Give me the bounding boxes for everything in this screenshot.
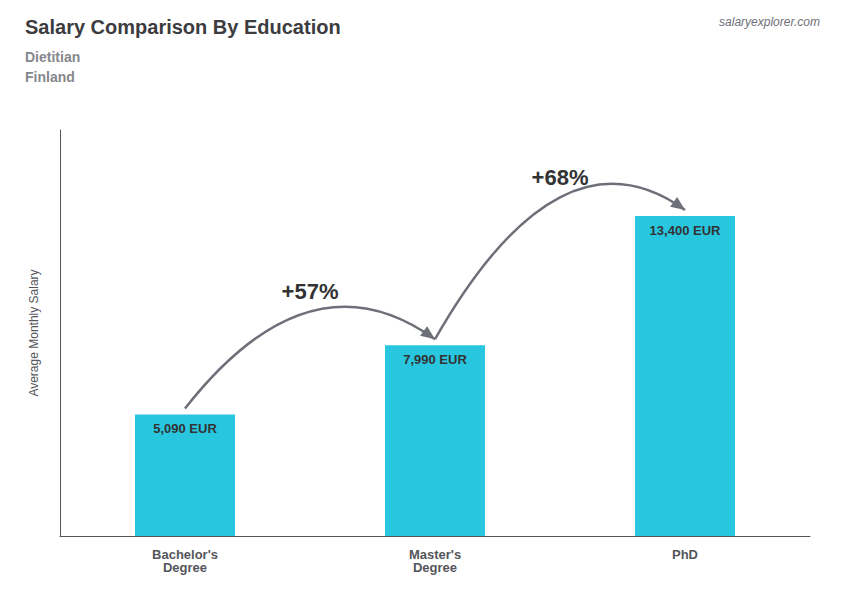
svg-text:7,990 EUR: 7,990 EUR xyxy=(403,352,467,367)
svg-text:Finland: Finland xyxy=(25,69,75,85)
svg-text:+68%: +68% xyxy=(532,165,589,190)
svg-text:Bachelor's: Bachelor's xyxy=(152,547,218,562)
svg-text:Average Monthly Salary: Average Monthly Salary xyxy=(27,269,41,396)
svg-text:Master's: Master's xyxy=(408,547,462,562)
svg-text:Degree: Degree xyxy=(413,560,457,575)
svg-text:Salary Comparison By Education: Salary Comparison By Education xyxy=(25,16,341,38)
svg-text:13,400 EUR: 13,400 EUR xyxy=(650,223,721,238)
svg-text:PhD: PhD xyxy=(672,547,698,562)
svg-text:+57%: +57% xyxy=(282,279,339,304)
svg-text:Degree: Degree xyxy=(163,560,207,575)
svg-text:salaryexplorer.com: salaryexplorer.com xyxy=(719,15,820,29)
svg-text:5,090 EUR: 5,090 EUR xyxy=(153,421,217,436)
svg-text:Dietitian: Dietitian xyxy=(25,49,80,65)
